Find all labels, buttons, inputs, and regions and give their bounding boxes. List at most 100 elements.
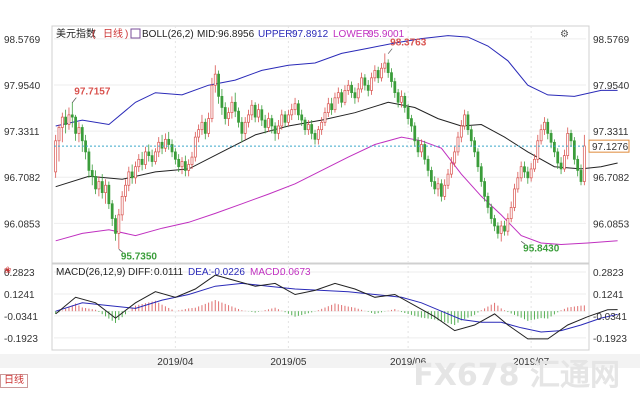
candle-body xyxy=(127,171,131,186)
candle-body xyxy=(147,151,151,156)
candle-body xyxy=(373,70,377,79)
candle-body xyxy=(110,203,114,219)
y-tick-right: 96.0853 xyxy=(593,219,630,230)
candle-body xyxy=(230,101,234,114)
panel-menu-icon[interactable]: ❀ xyxy=(4,265,12,275)
candle-body xyxy=(529,168,533,179)
candle-body xyxy=(486,195,490,208)
candle-body xyxy=(543,121,546,131)
candle-body xyxy=(207,118,210,134)
candle-body xyxy=(370,77,373,91)
candle-body xyxy=(137,158,141,168)
candle-body xyxy=(164,138,167,149)
candle-body xyxy=(350,84,353,94)
candle-body xyxy=(546,121,550,134)
y-tick-right: 96.7082 xyxy=(593,173,630,184)
candle-body xyxy=(556,151,560,164)
candle-body xyxy=(64,116,68,125)
candle-body xyxy=(360,77,363,90)
period-label[interactable]: 日线 xyxy=(103,27,123,40)
candle-body xyxy=(366,84,370,91)
candle-body xyxy=(363,77,367,86)
macd-label[interactable]: MACD(26,12,9) xyxy=(56,267,125,278)
annotation-label: 95.7350 xyxy=(121,251,158,262)
candle-body xyxy=(519,166,523,179)
candle-body xyxy=(479,166,483,182)
boll-mid-value: 96.8956 xyxy=(218,29,255,40)
grid xyxy=(54,26,586,350)
candle-body xyxy=(260,109,264,121)
candle-body xyxy=(343,90,347,103)
candle-body xyxy=(94,175,97,190)
period-bracket-right: ) xyxy=(125,29,128,40)
candle-body xyxy=(67,114,71,125)
candle-body xyxy=(280,114,284,127)
candle-body xyxy=(210,84,214,119)
candle-body xyxy=(549,133,553,143)
candle-body xyxy=(430,170,433,182)
y-tick-left: 96.7082 xyxy=(4,173,41,184)
candle-body xyxy=(154,151,157,162)
candle-body xyxy=(313,133,317,140)
annotation-leader xyxy=(72,97,77,103)
candle-body xyxy=(433,181,437,190)
candle-body xyxy=(509,207,513,219)
candle-body xyxy=(526,171,530,179)
annotation-leader xyxy=(387,48,393,54)
candle-body xyxy=(263,119,267,128)
candle-body xyxy=(100,181,104,193)
candle-body xyxy=(227,112,230,119)
last-price-box xyxy=(588,139,630,153)
annotation-leader xyxy=(520,241,526,245)
candle-body xyxy=(569,133,573,142)
candle-body xyxy=(320,121,324,131)
macd-y-tick-right: -0.1923 xyxy=(593,334,627,345)
candle-body xyxy=(439,183,443,197)
candle-body xyxy=(237,110,240,123)
candle-body xyxy=(130,171,134,179)
candle-body xyxy=(220,96,224,108)
candle-body xyxy=(503,225,506,232)
candle-body xyxy=(70,114,74,118)
x-tick-label: 2019/04 xyxy=(157,357,194,368)
candle-body xyxy=(167,138,171,145)
candle-body xyxy=(97,181,101,190)
candle-body xyxy=(326,103,330,114)
macd-diff-line xyxy=(55,274,618,340)
candle-body xyxy=(213,73,217,86)
candle-body xyxy=(333,97,337,111)
candle-body xyxy=(499,225,503,234)
candle-body xyxy=(506,218,510,232)
boll-lower-line xyxy=(55,136,618,246)
candle-body xyxy=(453,151,457,164)
candle-body xyxy=(563,155,566,170)
candle-body xyxy=(403,96,407,108)
candle-body xyxy=(223,107,227,119)
candle-body xyxy=(197,129,201,138)
candle-body xyxy=(187,164,191,171)
indicator-settings-icon[interactable] xyxy=(130,28,141,39)
x-tick-label: 2019/05 xyxy=(270,357,307,368)
candle-body xyxy=(489,207,493,219)
boll-label[interactable]: BOLL(26,2) xyxy=(142,29,194,40)
candle-body xyxy=(393,81,397,94)
candle-body xyxy=(124,184,127,197)
period-tab[interactable]: 日线 xyxy=(0,374,28,388)
candle-body xyxy=(297,103,300,116)
candle-body xyxy=(267,118,270,128)
candle-body xyxy=(233,101,237,112)
candle-body xyxy=(250,104,254,116)
candle-body xyxy=(74,116,77,134)
candle-body xyxy=(426,158,430,171)
macd-dea-line xyxy=(55,282,618,333)
settings-gear-icon[interactable]: ⚙ xyxy=(560,29,569,40)
macd-panel xyxy=(55,274,618,340)
y-tick-right: 97.3311 xyxy=(593,127,629,138)
candle-body xyxy=(144,151,147,165)
boll-lower-label: LOWER: xyxy=(333,29,372,40)
candle-body xyxy=(247,114,250,123)
candle-body xyxy=(576,158,580,171)
candle-body xyxy=(456,136,460,153)
candle-body xyxy=(316,129,320,140)
candle-body xyxy=(566,133,570,156)
